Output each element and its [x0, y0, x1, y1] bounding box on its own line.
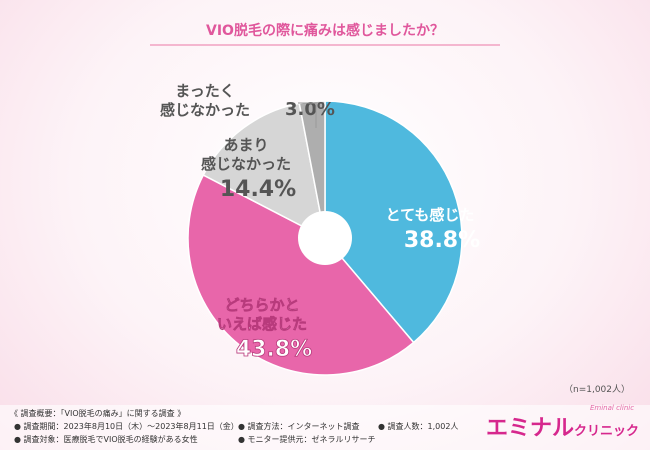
slice-value-somewhat: 43.8% [236, 337, 312, 362]
title-underline [150, 44, 500, 46]
survey-target: ● 調査対象：医療脱毛でVIO脱毛の経験がある女性 [14, 435, 198, 444]
footer: 《 調査概要：「VIO脱毛の痛み」に関する調査 》 ● 調査期間：2023年8月… [0, 405, 650, 450]
survey-period: ● 調査期間：2023年8月10日（木）～2023年8月11日（金） [14, 422, 239, 431]
slice-value-not-much: 14.4% [220, 177, 296, 202]
sample-size-label: （n=1,002人） [563, 385, 630, 395]
slice-label-text: とても感じた [386, 206, 475, 224]
slice-value-very: 38.8% [404, 228, 480, 253]
chart-title: VIO脱毛の際に痛みは感じましたか？ [206, 23, 444, 39]
donut-hole [298, 211, 352, 265]
slice-label-text: まったく [175, 82, 234, 100]
slice-label-text: 感じなかった [201, 155, 291, 173]
pie-slice-not-much [202, 102, 327, 240]
logo-small-text: Eminal clinic [590, 404, 635, 412]
survey-method: ● 調査方法：インターネット調査 [238, 422, 360, 431]
monitor-provider: ● モニター提供元：ゼネラルリサーチ [238, 435, 376, 444]
slice-label-very: とても感じた 38.8% [386, 206, 481, 253]
slice-label-text: どちらかと [224, 296, 299, 314]
slice-label-text: 感じなかった [160, 101, 250, 119]
survey-overview: 《 調査概要：「VIO脱毛の痛み」に関する調査 》 [10, 409, 186, 418]
brand-logo: エミナルクリニック [486, 410, 639, 442]
leader-line [298, 102, 317, 128]
pie-slice-somewhat [187, 174, 415, 376]
logo-main-text: エミナル [486, 416, 575, 441]
pie-slice-very [324, 100, 463, 344]
slice-value-not-at-all: 3.0% [285, 99, 335, 120]
logo-sub-text: クリニック [574, 424, 640, 439]
survey-count: ● 調査人数：1,002人 [378, 422, 459, 431]
slice-label-text: あまり [223, 136, 268, 154]
slice-label-text: いえば感じた [217, 315, 307, 333]
